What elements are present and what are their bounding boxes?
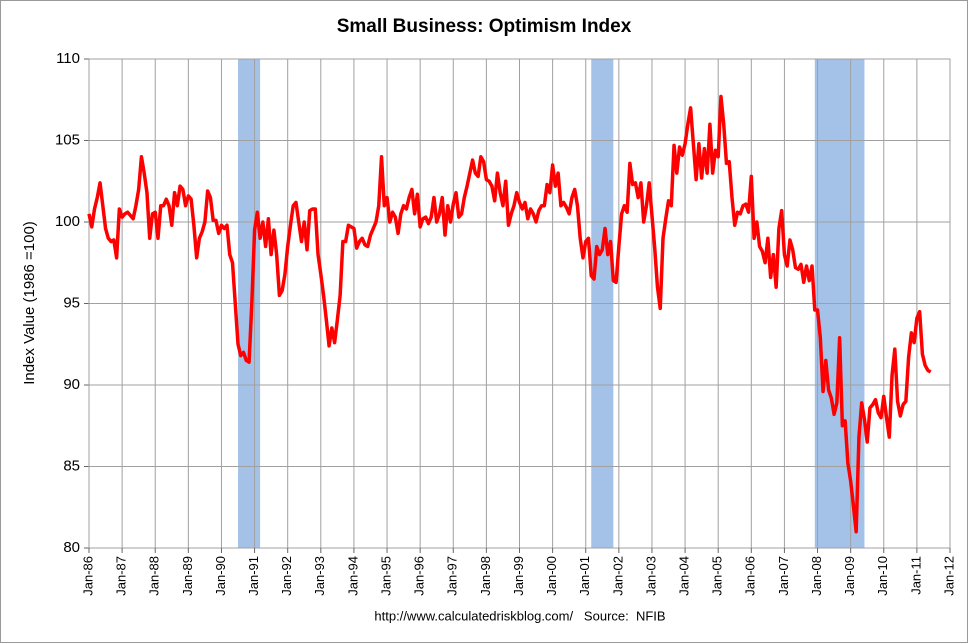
x-tick-label: Jan-98 xyxy=(478,556,493,596)
x-tick-label: Jan-90 xyxy=(213,556,228,596)
x-tick-label: Jan-87 xyxy=(114,556,129,596)
x-tick-label: Jan-00 xyxy=(544,556,559,596)
y-tick-label: 105 xyxy=(55,131,80,148)
x-tick-label: Jan-11 xyxy=(908,556,923,595)
x-tick-label: Jan-06 xyxy=(743,556,758,596)
x-tick-label: Jan-02 xyxy=(610,556,625,596)
x-tick-label: Jan-01 xyxy=(577,556,592,596)
y-tick-label: 95 xyxy=(63,294,80,311)
y-tick-label: 80 xyxy=(63,539,80,556)
line-series xyxy=(87,94,932,534)
x-tick-label: Jan-08 xyxy=(809,556,824,596)
x-tick-label: Jan-07 xyxy=(776,556,791,596)
y-tick-label: 100 xyxy=(55,213,80,230)
x-tick-label: Jan-91 xyxy=(246,556,261,596)
x-tick-label: Jan-95 xyxy=(378,556,393,596)
y-tick-label: 85 xyxy=(63,457,80,474)
y-axis-label: Index Value (1986 =100) xyxy=(21,221,38,385)
x-tick-label: Jan-03 xyxy=(643,556,658,596)
x-tick-label: Jan-93 xyxy=(312,556,327,596)
y-tick-label: 110 xyxy=(56,50,80,67)
x-tick-label: Jan-96 xyxy=(412,556,427,596)
y-tick-label: 90 xyxy=(63,376,80,393)
chart-title: Small Business: Optimism Index xyxy=(337,16,632,37)
x-tick-label: Jan-10 xyxy=(875,556,890,596)
x-tick-label: Jan-94 xyxy=(345,556,360,596)
source-note: http://www.calculatedriskblog.com/ Sourc… xyxy=(374,608,665,623)
x-tick-label: Jan-97 xyxy=(445,556,460,596)
x-tick-label: Jan-12 xyxy=(941,556,956,596)
x-tick-label: Jan-04 xyxy=(677,556,692,596)
x-tick-label: Jan-86 xyxy=(80,556,95,596)
x-tick-label: Jan-05 xyxy=(710,556,725,596)
x-tick-label: Jan-88 xyxy=(147,556,162,596)
x-tick-label: Jan-89 xyxy=(180,556,195,596)
x-tick-label: Jan-99 xyxy=(511,556,526,596)
x-tick-label: Jan-92 xyxy=(279,556,294,596)
x-tick-label: Jan-09 xyxy=(842,556,857,596)
